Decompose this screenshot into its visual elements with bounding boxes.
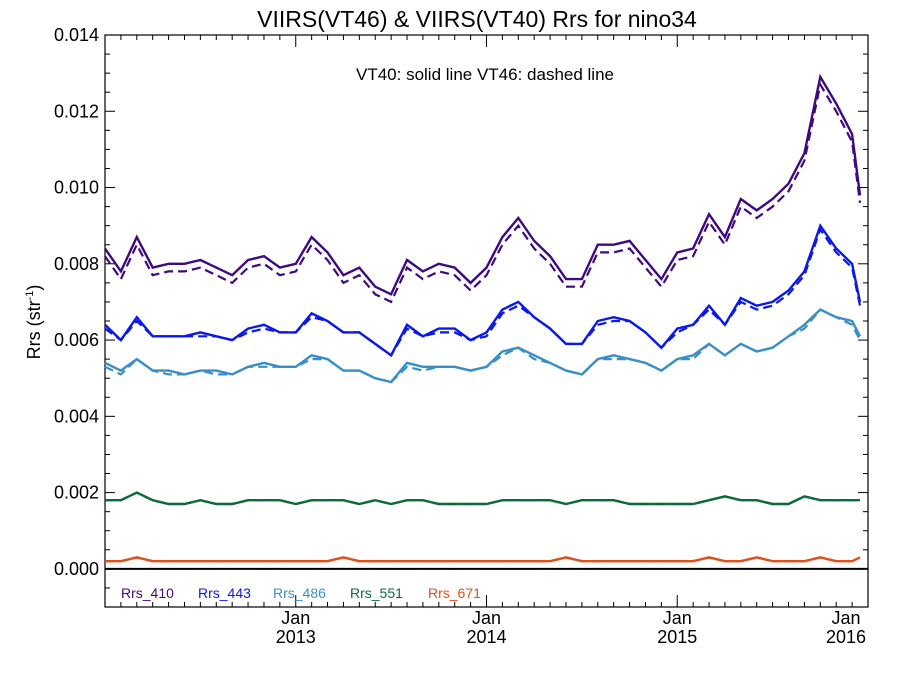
y-tick-label: 0.006 xyxy=(54,330,99,350)
rrs-551-vt40-line xyxy=(105,491,860,506)
legend-item-rrs-671: Rrs_671 xyxy=(428,585,481,601)
plot-frame xyxy=(104,34,869,608)
y-tick-label: 0.012 xyxy=(54,101,99,121)
plot-border xyxy=(104,34,869,608)
y-tick-label: 0.002 xyxy=(54,483,99,503)
x-tick-month-label: Jan xyxy=(472,608,501,628)
x-tick-year-label: 2015 xyxy=(657,627,697,647)
rrs-443-vt40-line xyxy=(104,223,862,358)
y-tick-label: 0.014 xyxy=(54,25,99,45)
line-style-note: VT40: solid line VT46: dashed line xyxy=(356,65,614,84)
x-tick-month-label: Jan xyxy=(831,608,860,628)
y-axis-label-superscript: -1 xyxy=(24,291,36,301)
legend: Rrs_410 Rrs_443 Rrs_486 Rrs_551 Rrs_671 xyxy=(121,585,481,601)
rrs-671-vt40-line xyxy=(105,556,861,563)
y-axis-label-text: Rrs (str xyxy=(24,300,44,359)
y-tick-label: 0.008 xyxy=(54,254,99,274)
legend-item-rrs-486: Rrs_486 xyxy=(273,585,326,601)
legend-item-rrs-410: Rrs_410 xyxy=(121,585,174,601)
series-layer xyxy=(104,73,868,570)
rrs-410-vt46-line xyxy=(104,81,862,304)
legend-item-rrs-443: Rrs_443 xyxy=(198,585,251,601)
y-axis: 0.000 0.002 0.004 0.006 0.008 0.010 0.012 0.014 xyxy=(54,25,868,589)
y-axis-label-close: ) xyxy=(24,285,44,291)
y-tick-label: 0.010 xyxy=(54,178,99,198)
y-tick-label: 0.004 xyxy=(54,406,99,426)
y-axis-label: Rrs (str-1) xyxy=(24,285,44,360)
x-tick-month-label: Jan xyxy=(281,608,310,628)
rrs-551-vt46-line xyxy=(105,491,860,506)
chart-title: VIIRS(VT46) & VIIRS(VT40) Rrs for nino34 xyxy=(257,6,697,32)
x-tick-year-label: 2014 xyxy=(466,627,506,647)
legend-item-rrs-551: Rrs_551 xyxy=(350,585,403,601)
rrs-486-vt40-line xyxy=(104,308,862,384)
x-tick-month-label: Jan xyxy=(663,608,692,628)
x-tick-year-label: 2016 xyxy=(826,627,866,647)
y-tick-label: 0.000 xyxy=(54,559,99,579)
rrs-410-vt40-line xyxy=(104,73,862,296)
x-tick-year-label: 2013 xyxy=(276,627,316,647)
